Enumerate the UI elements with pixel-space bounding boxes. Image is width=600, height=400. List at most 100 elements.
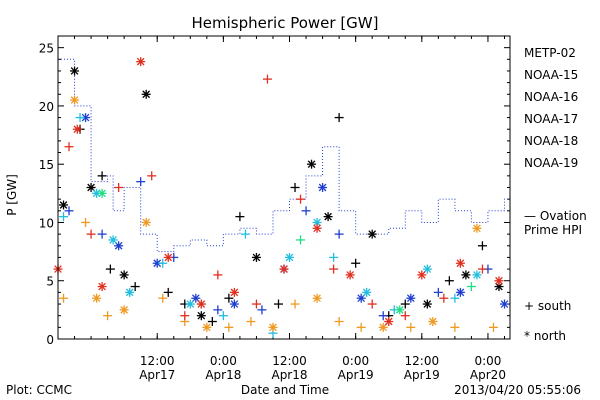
south-point — [329, 264, 339, 274]
south-point — [444, 276, 454, 286]
north-point — [59, 200, 69, 210]
legend-entry: NOAA-18 — [524, 134, 578, 148]
mark-stroke — [473, 224, 481, 233]
x-tick-label: 12:00 — [272, 354, 307, 368]
north-point — [141, 89, 151, 99]
north-point — [108, 235, 118, 245]
mark-stroke — [313, 294, 321, 303]
south-point — [334, 113, 344, 123]
mark-stroke — [324, 212, 332, 221]
north-point — [114, 241, 124, 251]
north-point — [251, 252, 261, 262]
south-point — [81, 217, 91, 227]
south-point — [351, 258, 361, 268]
north-point — [345, 270, 355, 280]
south-point — [218, 311, 228, 321]
mark-stroke — [59, 201, 68, 209]
mark-stroke — [109, 236, 117, 244]
mark-stroke — [357, 294, 366, 303]
mark-stroke — [456, 288, 465, 297]
mark-stroke — [70, 67, 79, 75]
south-point — [273, 299, 283, 309]
south-point — [180, 311, 190, 321]
legend: METP-02 NOAA-15 NOAA-16 NOAA-17 NOAA-18 NOAA-… — [524, 46, 587, 343]
legend-symbol: * north — [524, 329, 566, 343]
south-point — [59, 212, 69, 222]
mark-stroke — [417, 271, 426, 279]
south-point — [64, 142, 74, 152]
north-point — [323, 212, 333, 222]
plot-credit: Plot: CCMC — [6, 383, 72, 397]
mark-stroke — [191, 294, 200, 303]
south-point — [114, 183, 124, 192]
south-point — [130, 282, 140, 292]
mark-stroke — [92, 294, 101, 303]
x-tick-label: 0:00 — [210, 354, 237, 368]
south-point — [97, 229, 107, 239]
mark-stroke — [73, 125, 82, 134]
south-point — [334, 317, 344, 327]
north-point — [307, 159, 317, 169]
south-point — [290, 183, 300, 192]
legend-entry: NOAA-19 — [524, 156, 578, 170]
north-point — [119, 270, 129, 280]
legend-entry: NOAA-16 — [524, 90, 578, 104]
legend-entry: METP-02 — [524, 46, 576, 60]
mark-stroke — [423, 300, 432, 308]
y-tick-label: 20 — [39, 100, 54, 114]
mark-stroke — [98, 282, 106, 291]
mark-stroke — [269, 323, 277, 332]
north-point — [499, 299, 509, 309]
south-point — [105, 264, 115, 274]
mark-stroke — [423, 265, 432, 273]
north-point — [163, 252, 173, 262]
south-point — [488, 322, 498, 332]
north-point — [494, 276, 504, 286]
south-point — [235, 212, 245, 222]
x-tick-label: 12:00 — [405, 354, 440, 368]
legend-ovation: — Ovation — [524, 209, 587, 223]
mark-stroke — [318, 183, 327, 192]
plot-frame — [57, 35, 511, 340]
mark-stroke — [186, 300, 195, 308]
north-point — [417, 270, 427, 280]
mark-stroke — [142, 218, 151, 227]
south-point — [158, 293, 168, 303]
south-point — [213, 305, 223, 315]
mark-stroke — [313, 224, 321, 233]
chart-title: Hemispheric Power [GW] — [192, 14, 379, 32]
mark-stroke — [87, 183, 95, 192]
x-tick-label: Apr18 — [271, 368, 307, 382]
mark-stroke — [114, 241, 123, 250]
y-axis-label: P [GW] — [5, 174, 19, 216]
south-point — [224, 322, 234, 332]
north-point — [97, 188, 107, 198]
north-point — [70, 66, 80, 76]
mark-stroke — [92, 189, 101, 198]
north-point — [196, 311, 206, 321]
mark-stroke — [307, 160, 316, 169]
south-point — [367, 299, 377, 309]
mark-stroke — [395, 306, 404, 314]
north-point — [362, 287, 372, 297]
south-point — [75, 113, 85, 123]
south-point — [301, 206, 311, 216]
north-point — [422, 264, 432, 274]
north-point — [185, 299, 195, 309]
x-tick-label: Apr19 — [404, 368, 440, 382]
south-point — [251, 299, 261, 309]
mark-stroke — [120, 271, 128, 279]
y-tick-label: 25 — [39, 42, 54, 56]
north-point — [97, 282, 107, 292]
mark-stroke — [136, 57, 145, 66]
north-point — [455, 287, 465, 297]
x-tick-label: 0:00 — [474, 354, 501, 368]
mark-stroke — [368, 230, 377, 238]
north-point — [422, 299, 432, 309]
south-point — [329, 252, 339, 262]
south-point — [400, 311, 410, 321]
north-point — [395, 305, 405, 315]
x-tick-label: Apr20 — [470, 368, 506, 382]
mark-stroke — [197, 300, 206, 308]
